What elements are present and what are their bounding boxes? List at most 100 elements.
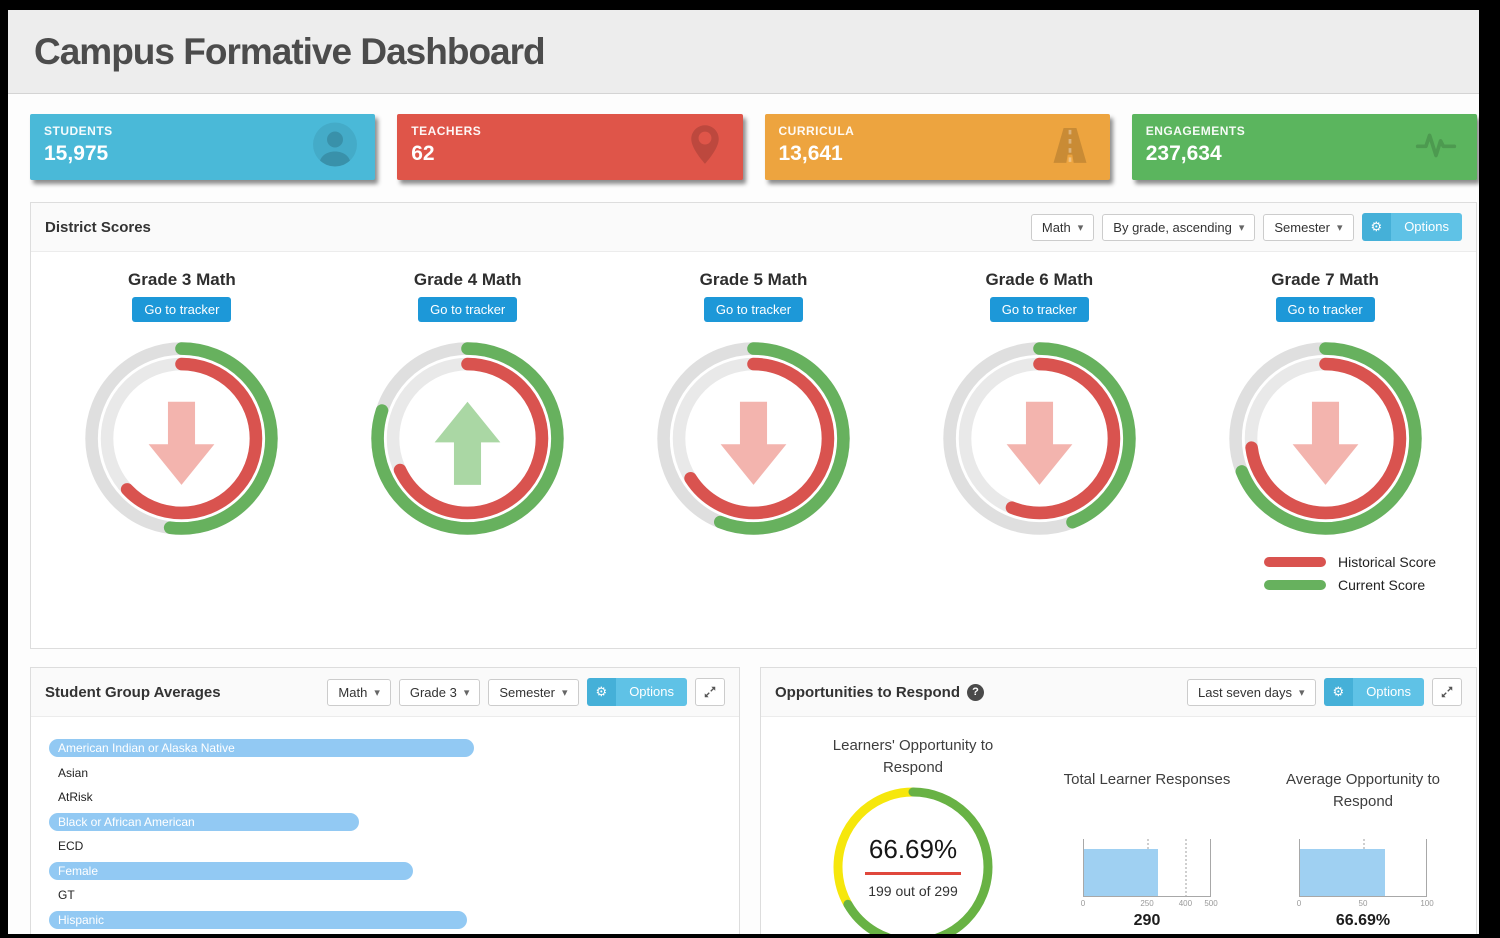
filter-label: Math — [338, 684, 368, 700]
student-group-bar: Female — [49, 861, 413, 880]
stat-card-students: STUDENTS 15,975 — [30, 114, 376, 180]
gauge-chart — [371, 342, 564, 535]
bullet-title: Total Learner Responses — [1063, 771, 1231, 788]
donut-percent: 66.69% — [868, 834, 958, 864]
stat-card-label: ENGAGEMENTS — [1145, 124, 1246, 138]
gauge-grade-4-math: Grade 4 Math Go to tracker — [325, 256, 611, 546]
filter-label: Math — [1041, 219, 1071, 235]
student-group-averages-header: Student Group Averages Math ▾ Grade 3 ▾ Seme… — [31, 668, 739, 717]
filter-dropdown-math[interactable]: Math ▾ — [1030, 213, 1095, 241]
learners-opportunity-donut: Learners' Opportunity to Respond 66.69% … — [787, 735, 1039, 934]
gauge-chart — [1228, 342, 1422, 535]
filter-dropdown-semester[interactable]: Semester ▾ — [488, 678, 579, 706]
bullet-value-label: 290 — [1133, 912, 1161, 929]
axis-tick-label: 100 — [1420, 899, 1434, 908]
student-group-averages-title: Student Group Averages — [45, 683, 221, 701]
student-group-row: American Indian or Alaska Native — [49, 739, 723, 764]
expand-button[interactable] — [1432, 678, 1462, 706]
opportunities-header: Opportunities to Respond ? Last seven da… — [761, 668, 1476, 717]
district-scores-title: District Scores — [45, 218, 151, 236]
student-group-bar: American Indian or Alaska Native — [49, 739, 474, 757]
student-group-label: GT — [58, 888, 75, 902]
legend-item-current: Current Score — [1263, 577, 1436, 593]
pulse-icon — [1411, 123, 1461, 172]
gauge-title: Grade 5 Math — [699, 270, 808, 289]
axis-tick-label: 0 — [1080, 899, 1086, 908]
chevron-down-icon: ▾ — [1077, 221, 1084, 234]
stat-card-label: TEACHERS — [411, 124, 482, 138]
trend-down-arrow — [1292, 401, 1358, 485]
filter-dropdown-grade-3[interactable]: Grade 3 ▾ — [398, 678, 481, 706]
gauge-chart — [85, 342, 279, 535]
filter-dropdown-semester[interactable]: Semester ▾ — [1263, 213, 1354, 241]
gauge-grade-7-math: Grade 7 Math Go to tracker — [1182, 256, 1468, 546]
expand-button[interactable] — [695, 678, 725, 706]
axis-line — [1299, 896, 1427, 897]
student-group-label: Asian — [58, 765, 89, 780]
gauge-grade-5-math: Grade 5 Math Go to tracker — [611, 256, 897, 546]
dashboard-screen: Campus Formative Dashboard STUDENTS 15,97… — [8, 10, 1479, 934]
gear-icon: ⚙ — [1323, 678, 1354, 706]
axis-tick-label: 50 — [1358, 899, 1368, 908]
gear-icon: ⚙ — [1361, 213, 1392, 241]
trend-down-arrow — [1006, 401, 1073, 485]
gauge-title: Grade 4 Math — [413, 270, 522, 289]
axis-line — [1083, 839, 1084, 897]
filter-label: Semester — [1274, 219, 1330, 235]
district-scores-panel: District Scores Math ▾ By grade, ascending… — [30, 202, 1477, 649]
axis-line — [1083, 896, 1211, 897]
trend-down-arrow — [149, 401, 215, 485]
stat-card-value: 15,975 — [44, 142, 109, 165]
bullet-value-bar — [1300, 849, 1386, 896]
student-group-row: Female — [49, 861, 723, 887]
go-to-tracker-button[interactable]: Go to tracker — [989, 297, 1089, 322]
gauge-chart — [943, 342, 1136, 535]
stat-card-label: STUDENTS — [44, 124, 113, 138]
go-to-tracker-button[interactable]: Go to tracker — [418, 297, 518, 322]
chevron-down-icon: ▾ — [374, 686, 380, 699]
go-to-tracker-button[interactable]: Go to tracker — [703, 297, 804, 322]
gauge-grade-3-math: Grade 3 Math Go to tracker — [39, 256, 325, 546]
opportunities-panel: Opportunities to Respond ? Last seven da… — [760, 667, 1477, 934]
stat-card-teachers: TEACHERS 62 — [397, 114, 743, 180]
bullet-charts: Total Learner Responses 0 250 400 500 290 Aver… — [1057, 769, 1453, 934]
donut-ring — [833, 787, 993, 934]
historical-score-swatch — [1263, 557, 1326, 567]
filter-dropdown-math[interactable]: Math ▾ — [327, 678, 391, 706]
current-score-label: Current Score — [1337, 577, 1426, 593]
filter-dropdown-last-seven-days[interactable]: Last seven days ▾ — [1187, 678, 1316, 706]
options-button[interactable]: ⚙ Options — [586, 678, 687, 706]
map-pin-icon — [683, 121, 727, 174]
student-group-row: AtRisk — [49, 788, 723, 813]
filter-label: Grade 3 — [409, 684, 457, 700]
axis-tick-label: 0 — [1296, 899, 1302, 908]
go-to-tracker-button[interactable]: Go to tracker — [132, 297, 232, 322]
donut-sublabel: 199 out of 299 — [868, 883, 958, 899]
student-group-averages-panel: Student Group Averages Math ▾ Grade 3 ▾ Seme… — [30, 667, 740, 934]
options-button[interactable]: ⚙ Options — [1323, 678, 1424, 706]
donut-chart: 66.69% 199 out of 299 — [829, 783, 997, 934]
options-label: Options — [1391, 213, 1462, 241]
stat-card-value: 13,641 — [778, 142, 843, 165]
chevron-down-icon: ▾ — [1238, 221, 1245, 234]
gauge-chart — [657, 342, 850, 535]
bullet-value-bar — [1084, 849, 1159, 896]
help-icon[interactable]: ? — [967, 683, 984, 701]
student-group-row: GT — [49, 886, 723, 911]
donut-underline — [865, 872, 961, 875]
bullet-total-learner-responses: Total Learner Responses 0 250 400 500 290 — [1057, 769, 1237, 934]
stat-card-curricula: CURRICULA 13,641 — [764, 114, 1110, 180]
student-group-bar: Hispanic — [49, 910, 467, 929]
gauge-title: Grade 3 Math — [128, 270, 236, 289]
filter-dropdown-by-grade-ascending[interactable]: By grade, ascending ▾ — [1102, 213, 1256, 241]
page-title: Campus Formative Dashboard — [34, 30, 546, 72]
gauge-title: Grade 6 Math — [985, 270, 1094, 289]
go-to-tracker-button[interactable]: Go to tracker — [1275, 297, 1375, 322]
options-button[interactable]: ⚙ Options — [1361, 213, 1462, 241]
bullet-average-opportunity-to-respond: Average Opportunity to Respond 0 50 100 66.6… — [1273, 769, 1453, 934]
road-icon — [1053, 128, 1087, 163]
chevron-down-icon: ▾ — [1337, 221, 1343, 234]
student-group-row: Asian — [49, 764, 723, 789]
bullet-value-label: 66.69% — [1335, 912, 1391, 929]
historical-score-label: Historical Score — [1337, 554, 1436, 570]
